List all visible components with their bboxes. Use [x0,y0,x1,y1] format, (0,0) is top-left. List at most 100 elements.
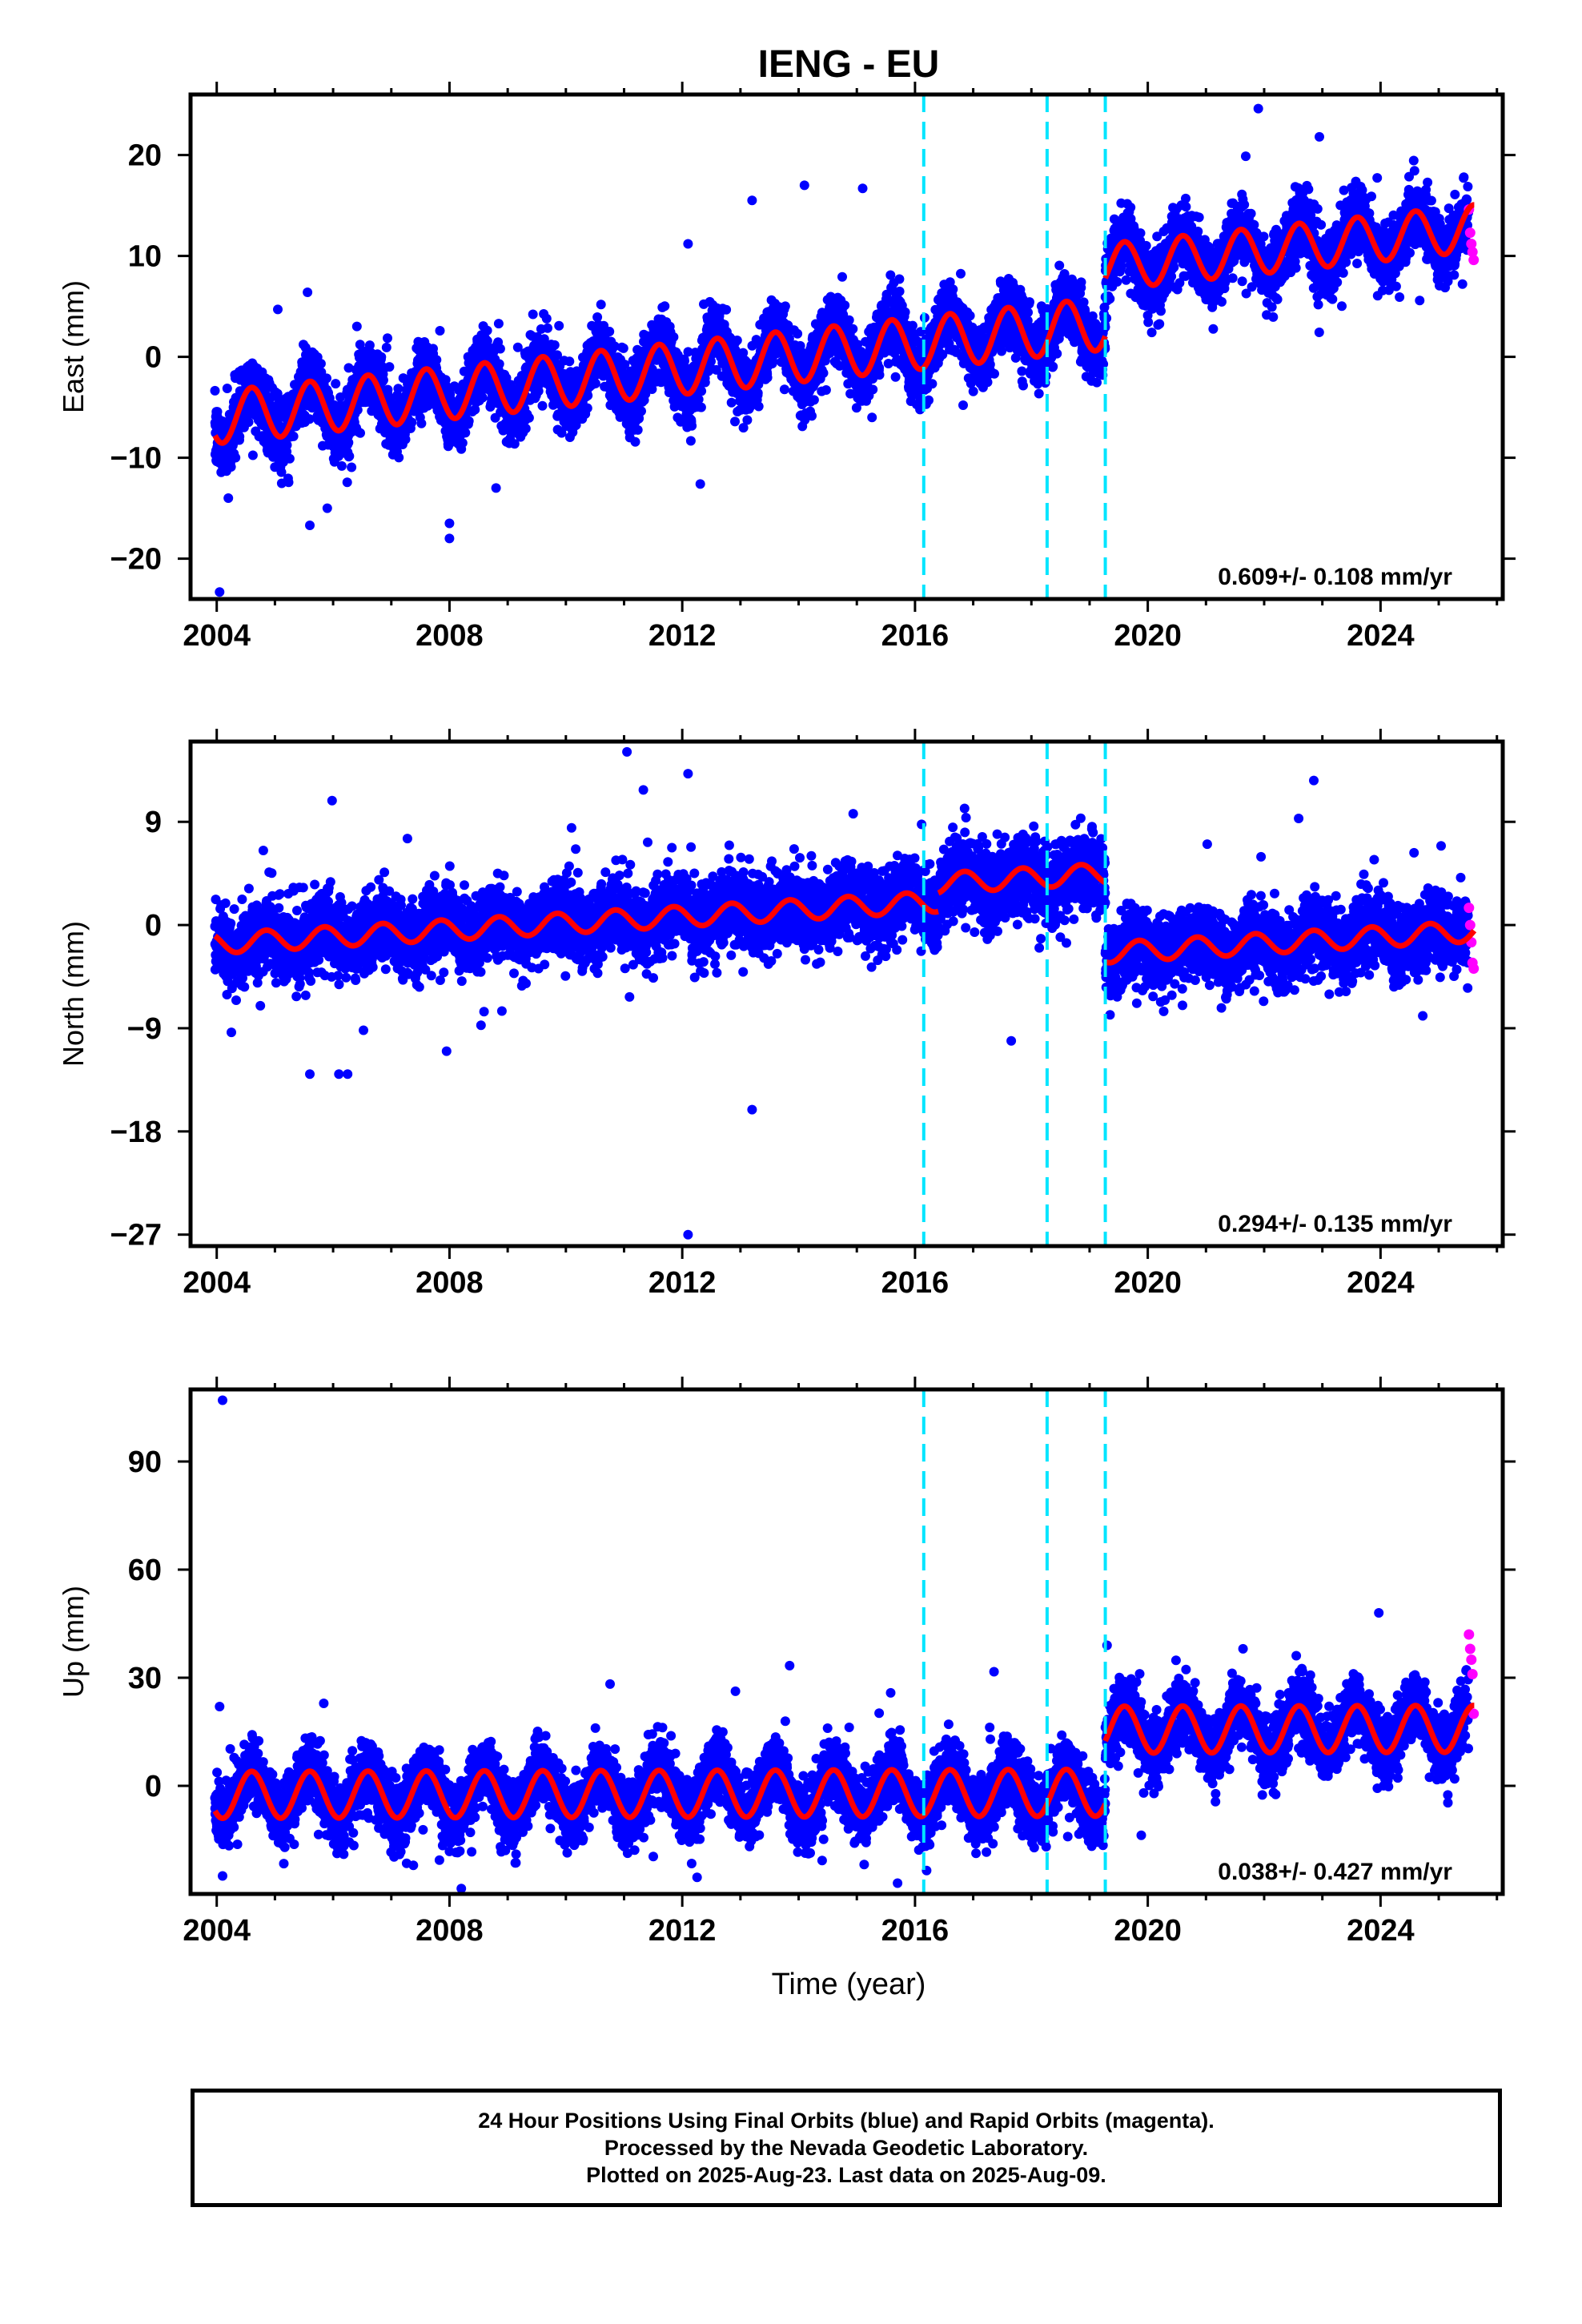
data-point [900,307,910,317]
data-point [742,415,753,425]
data-point [780,301,790,312]
data-point [965,311,975,321]
data-point [477,392,488,403]
data-point [416,418,427,428]
data-point [435,326,445,336]
data-point [315,359,326,369]
data-point [874,370,885,380]
data-point [779,384,789,395]
data-point [552,350,562,360]
data-point [818,368,829,378]
data-point [284,453,295,464]
data-point [407,417,417,428]
data-point [352,404,363,415]
data-point [837,271,847,282]
data-point [482,336,492,346]
data-point [687,420,697,431]
data-point [383,333,392,344]
data-point [732,336,742,345]
data-point [342,477,352,488]
data-point [355,428,365,438]
data-point [336,460,347,471]
data-point [495,344,505,354]
data-point [331,379,341,389]
data-point [512,342,523,352]
data-point [303,287,313,297]
data-point [541,313,552,324]
chart-title: IENG - EU [758,43,940,86]
data-point [564,356,575,367]
data-point [844,315,854,325]
data-point [400,434,411,444]
data-point [894,274,905,284]
data-point [231,452,241,463]
data-point [596,300,606,310]
data-point [618,343,628,353]
data-point [222,384,232,393]
data-point [997,346,1006,356]
data-point [226,462,236,472]
panel-east: 2004 2008 2012 2016 2020 202420100−10−20East … [57,82,1516,653]
data-point [968,386,978,396]
data-point [696,402,706,412]
data-point [549,340,560,350]
data-point [288,431,299,441]
data-point [632,424,643,435]
data-point [393,384,404,394]
data-point [394,452,404,463]
data-point [726,397,737,408]
data-point [460,428,471,438]
data-point [470,404,480,415]
data-point [848,324,858,334]
data-point [384,362,395,372]
data-point [700,377,710,388]
data-point [376,352,387,362]
data-point [464,416,474,426]
data-point [210,385,220,396]
data-point [793,328,803,339]
data-point [494,359,504,369]
data-point [520,424,531,434]
data-point [730,416,740,427]
data-point [528,309,538,320]
data-point [322,373,331,384]
data-point [355,340,365,350]
data-point [457,438,468,448]
data-point [680,356,689,366]
data-point [927,379,938,389]
data-point [697,386,707,396]
data-point [590,378,600,388]
data-point [669,332,679,342]
data-point [753,388,763,398]
data-point [212,407,223,417]
data-point [990,368,999,379]
data-point [482,325,492,336]
data-point [276,467,287,477]
data-point [636,406,646,416]
data-point [868,384,878,395]
data-point [890,372,901,382]
data-point [867,412,877,423]
plot-area [210,94,1480,599]
data-point [524,412,534,423]
data-point [948,284,958,295]
data-point [554,320,564,331]
data-point [509,439,520,449]
data-point [604,327,615,336]
data-point [958,400,968,410]
data-point [344,451,355,461]
data-point [582,403,592,413]
data-point [721,304,732,315]
data-point [630,436,640,447]
data-point [762,372,773,383]
x-axis-label: Time (year) [772,1968,926,2001]
data-point [378,375,388,385]
final-orbit-points [210,103,1473,597]
data-point [283,477,294,488]
data-point [351,321,362,332]
data-point [753,401,764,412]
data-point [247,450,258,460]
data-point [807,411,817,421]
data-point [840,300,850,311]
